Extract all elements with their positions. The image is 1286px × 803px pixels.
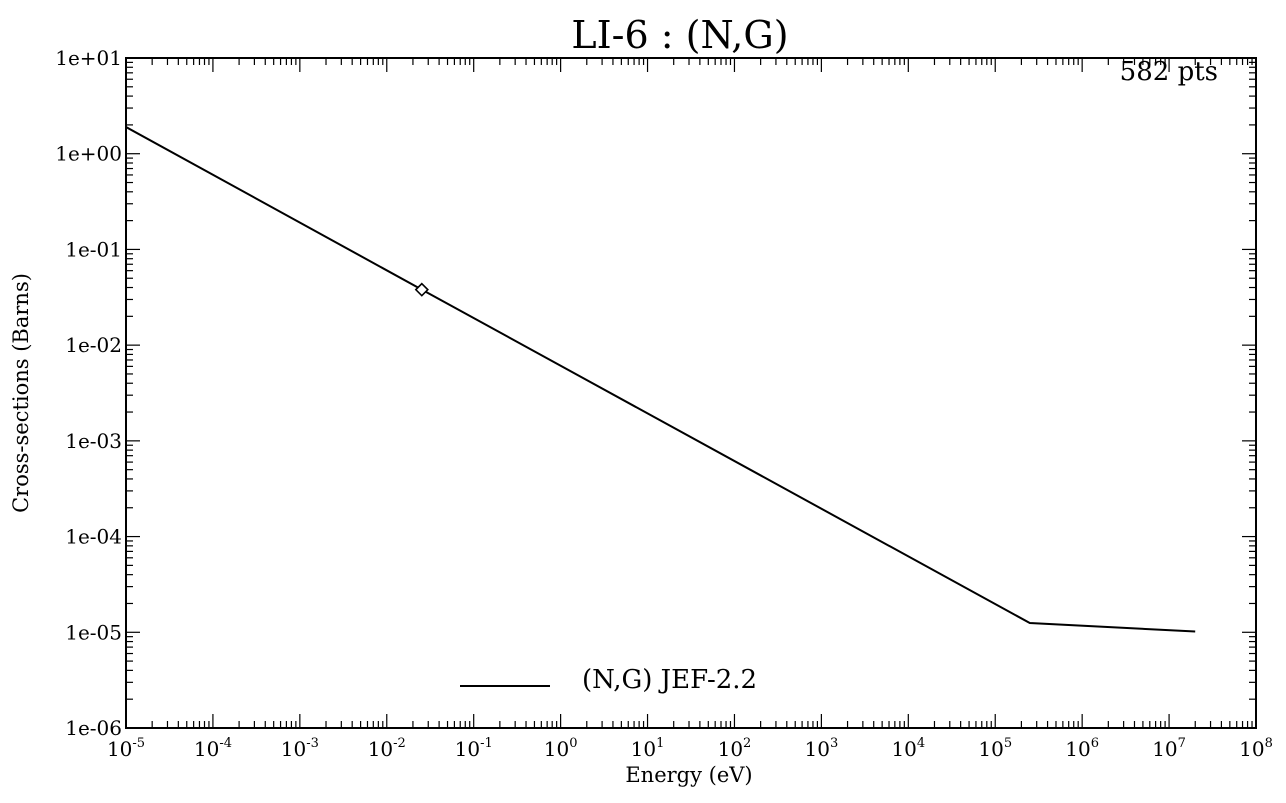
axis-ticks: [125, 57, 1257, 729]
diamond-marker: [414, 282, 429, 297]
plot-frame: [125, 57, 1257, 729]
x-tick-label: 105: [978, 736, 1012, 761]
x-tick-label: 10-5: [107, 736, 145, 761]
x-tick-labels: 10-5 10-4 10-3 10-2 10-1 100 101 102 103 104 105 10…: [107, 736, 1273, 761]
y-tick-label: 1e-05: [65, 620, 122, 644]
y-tick-label: 1e+00: [55, 142, 122, 166]
y-tick-label: 1e-02: [65, 333, 122, 357]
y-tick-label: 1e-03: [65, 429, 122, 453]
chart-title: LI-6 : (N,G): [571, 13, 788, 57]
x-tick-label: 100: [544, 736, 578, 761]
series-line: [125, 126, 1196, 633]
y-tick-label: 1e-01: [65, 237, 122, 261]
x-axis-label: Energy (eV): [625, 763, 752, 787]
legend-label: (N,G) JEF-2.2: [582, 665, 757, 695]
y-axis-label: Cross-sections (Barns): [9, 273, 33, 513]
series-layer: [125, 126, 1196, 633]
x-tick-label: 10-4: [194, 736, 232, 761]
x-tick-label: 106: [1065, 736, 1099, 761]
y-tick-labels: 1e+01 1e+00 1e-01 1e-02 1e-03 1e-04 1e-05 1e-06: [55, 46, 122, 740]
legend: (N,G) JEF-2.2: [460, 665, 757, 695]
points-count-annotation: 582 pts: [1120, 57, 1218, 87]
x-tick-label: 102: [718, 736, 752, 761]
y-tick-label: 1e+01: [55, 46, 122, 70]
x-tick-label: 10-3: [281, 736, 319, 761]
x-tick-label: 10-1: [455, 736, 493, 761]
x-tick-label: 10-2: [368, 736, 406, 761]
x-tick-label: 101: [631, 736, 665, 761]
x-tick-label: 107: [1152, 736, 1186, 761]
y-tick-label: 1e-06: [65, 716, 122, 740]
x-tick-label: 104: [891, 736, 925, 761]
x-tick-label: 103: [805, 736, 839, 761]
x-tick-label: 108: [1239, 736, 1273, 761]
y-tick-label: 1e-04: [65, 525, 122, 549]
